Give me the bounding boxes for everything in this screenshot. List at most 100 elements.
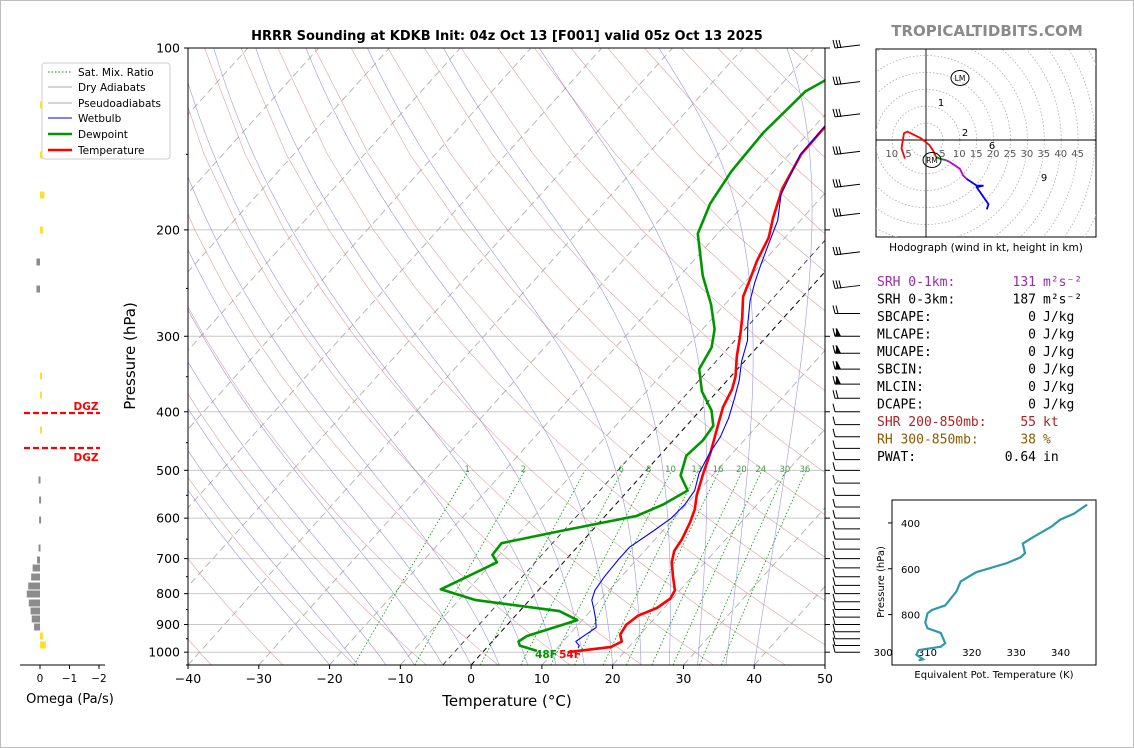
dry-adiabat (240, 48, 786, 665)
y-tick-label: 300 (156, 329, 180, 344)
isotherm (612, 428, 825, 665)
omega-bar (31, 615, 40, 623)
theta-e-x-tick-label: 320 (962, 648, 981, 659)
index-value: 0.64 (1005, 450, 1036, 465)
mixing-ratio-line (574, 470, 673, 665)
omega-bar (40, 101, 43, 109)
legend-dry-adiabats: Dry Adiabats (78, 82, 146, 94)
wind-barb-flag (832, 146, 836, 155)
wind-barb-flag (832, 559, 836, 568)
mixing-ratio-label: 20 (736, 465, 747, 475)
wind-barb-flag (832, 108, 836, 117)
mixing-ratio-label: 1 (464, 465, 469, 475)
wind-barb-pennant (835, 328, 841, 337)
legend-dewpoint: Dewpoint (78, 129, 128, 141)
wind-barb-flag (832, 577, 836, 586)
omega-bar (28, 599, 40, 607)
hodo-height-label: 1 (938, 98, 944, 109)
theta-e-y-tick-label: 800 (901, 611, 920, 622)
omega-bar (39, 496, 42, 504)
omega-tick-label: −2 (91, 673, 106, 685)
wind-barb-flag (838, 246, 842, 256)
omega-panel: 0 −1 −2 DGZ DGZ (20, 101, 107, 685)
wind-barb-flag (835, 280, 839, 289)
x-tick-label: 40 (746, 671, 762, 686)
hodo-ring-label: 10 (953, 149, 966, 160)
isotherm (470, 271, 825, 665)
wind-barb-flag (832, 305, 836, 314)
pseudoadiabat (188, 489, 330, 665)
wind-barb-staff (834, 183, 861, 188)
legend: Sat. Mix. Ratio Dry Adiabats Pseudoadiab… (41, 62, 171, 160)
index-unit: J/kg (1043, 363, 1074, 378)
hodo-ring-label: 45 (1071, 149, 1084, 160)
legend-temperature: Temperature (77, 145, 145, 157)
dgz-label: DGZ (74, 452, 99, 464)
index-value: 38 (1020, 433, 1036, 448)
index-unit: in (1043, 450, 1059, 465)
mixing-ratio-line (721, 470, 807, 665)
surface-temperature-label: 54F (559, 649, 581, 661)
omega-axis-label: Omega (Pa/s) (26, 692, 114, 707)
theta-e-profile (915, 503, 1088, 662)
y-tick-label: 1000 (148, 645, 180, 660)
dry-adiabat (460, 48, 825, 432)
mixing-ratio-label: 2 (521, 465, 526, 475)
mixing-ratio-label: 10 (665, 465, 676, 475)
mixing-ratio-line (626, 470, 720, 665)
index-value: 0 (1028, 310, 1036, 325)
index-unit: J/kg (1043, 328, 1074, 343)
isotherm (683, 507, 825, 665)
omega-bar (40, 191, 45, 199)
omega-bar (28, 582, 40, 590)
index-label: SBCIN: (877, 363, 924, 378)
wind-barb-flag (835, 390, 839, 399)
profile-dewpoint (439, 78, 825, 653)
wind-barb-flag (835, 305, 839, 314)
theta-e-y-tick-label: 400 (901, 519, 920, 530)
wind-barb-flag (835, 179, 839, 188)
index-value: 131 (1013, 275, 1036, 290)
y-axis-label: Pressure (hPa) (121, 302, 139, 410)
hodograph: 10 5 5 10 15 20 25 30 35 40 45 LM RM 1 2 6 9 (876, 49, 1096, 237)
wind-barb-flag (832, 76, 836, 85)
wind-barb-pennant (835, 376, 841, 385)
omega-bar (40, 632, 43, 640)
index-label: MUCAPE: (877, 345, 932, 360)
omega-bar (36, 258, 40, 266)
wind-barb-staff (834, 284, 861, 289)
wind-barb-flag (832, 345, 836, 354)
hodograph-caption: Hodograph (wind in kt, height in km) (889, 242, 1083, 254)
mixing-ratio-label: 16 (713, 465, 724, 475)
pseudoadiabat (443, 48, 671, 665)
wind-barb-flag (832, 280, 836, 289)
wind-barb-flag (832, 208, 836, 217)
mixing-ratio-line (699, 470, 787, 665)
wind-barb-flag (835, 146, 839, 155)
index-unit: kt (1043, 415, 1059, 430)
mixing-ratio-label: 13 (691, 465, 702, 475)
profile-wetbulb (575, 125, 825, 649)
mixing-ratio-line (353, 470, 470, 665)
wind-barb-flag (832, 487, 836, 496)
dry-adiabat (350, 48, 825, 558)
x-tick-label: 50 (817, 671, 833, 686)
theta-e-x-label: Equivalent Pot. Temperature (K) (914, 670, 1073, 681)
isotherm (258, 48, 815, 665)
wind-barb-flag (832, 568, 836, 577)
isotherm (541, 349, 825, 665)
pseudoadiabat (367, 48, 642, 665)
index-label: MLCIN: (877, 380, 924, 395)
wind-barb-flag (832, 550, 836, 559)
wind-barb-pennant (835, 361, 841, 370)
isotherm (188, 48, 673, 588)
legend-sat-mix: Sat. Mix. Ratio (78, 67, 154, 79)
y-tick-label: 700 (156, 551, 180, 566)
x-tick-label: 30 (675, 671, 691, 686)
mixing-ratio-label: 6 (619, 465, 624, 475)
dgz-label: DGZ (74, 401, 99, 413)
dry-adiabat (497, 48, 825, 392)
wind-barb-flag (832, 644, 836, 653)
wind-barbs (832, 39, 861, 653)
surface-dewpoint-label: 48F (535, 649, 557, 661)
